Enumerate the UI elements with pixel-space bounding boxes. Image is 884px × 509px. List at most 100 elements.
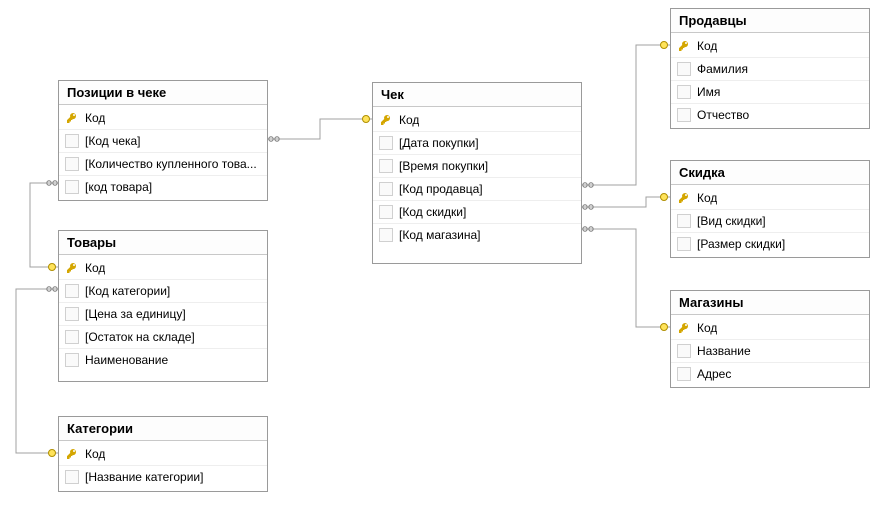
key-icon (677, 191, 691, 205)
entity-body: Код [Вид скидки] [Размер скидки] (671, 185, 869, 257)
field-icon (677, 344, 691, 358)
field-icon (379, 159, 393, 173)
field-row[interactable]: [Время покупки] (373, 154, 581, 177)
field-label: Адрес (697, 367, 731, 381)
field-label: [Цена за единицу] (85, 307, 186, 321)
field-icon (677, 108, 691, 122)
field-icon (379, 205, 393, 219)
entity-body: Код [Код чека] [Количество купленного това… (59, 105, 267, 200)
entity-categories[interactable]: Категории Код [Название категории] (58, 416, 268, 492)
field-label: [Количество купленного това... (85, 157, 257, 171)
field-label: Код (399, 113, 419, 127)
field-label: [код товара] (85, 180, 152, 194)
entity-goods[interactable]: Товары Код [Код категории] [Цена за единицу… (58, 230, 268, 382)
field-icon (65, 134, 79, 148)
key-icon (65, 111, 79, 125)
entity-title[interactable]: Категории (59, 417, 267, 441)
field-row[interactable]: Код (59, 107, 267, 129)
field-row[interactable]: Название (671, 339, 869, 362)
field-row[interactable]: Отчество (671, 103, 869, 126)
field-label: [Вид скидки] (697, 214, 766, 228)
field-row[interactable]: [Код скидки] (373, 200, 581, 223)
field-row[interactable]: Код (373, 109, 581, 131)
field-row[interactable]: Код (671, 317, 869, 339)
entity-title[interactable]: Позиции в чеке (59, 81, 267, 105)
field-row[interactable]: [Цена за единицу] (59, 302, 267, 325)
field-label: [Код магазина] (399, 228, 481, 242)
field-label: [Код чека] (85, 134, 141, 148)
field-icon (379, 228, 393, 242)
field-icon (65, 180, 79, 194)
field-label: Код (697, 321, 717, 335)
entity-discount[interactable]: Скидка Код [Вид скидки] [Размер скидки] (670, 160, 870, 258)
entity-check[interactable]: Чек Код [Дата покупки] [Время покупки] [Код … (372, 82, 582, 264)
field-row[interactable]: [Код чека] (59, 129, 267, 152)
field-label: [Дата покупки] (399, 136, 479, 150)
field-row[interactable]: Имя (671, 80, 869, 103)
field-icon (379, 136, 393, 150)
field-row[interactable]: [Остаток на складе] (59, 325, 267, 348)
entity-body: Код [Название категории] (59, 441, 267, 490)
entity-shops[interactable]: Магазины Код Название Адрес (670, 290, 870, 388)
field-row[interactable]: [Название категории] (59, 465, 267, 488)
field-label: [Остаток на складе] (85, 330, 195, 344)
field-row[interactable]: Адрес (671, 362, 869, 385)
field-icon (65, 330, 79, 344)
field-label: Отчество (697, 108, 749, 122)
field-row[interactable]: [Количество купленного това... (59, 152, 267, 175)
field-label: Наименование (85, 353, 168, 367)
key-icon (677, 321, 691, 335)
field-label: [Код категории] (85, 284, 170, 298)
field-row[interactable]: [Код категории] (59, 279, 267, 302)
field-icon (65, 284, 79, 298)
diagram-canvas: Чек Позиции в чеке Код [Код чека] [Количест… (0, 0, 884, 509)
entity-title[interactable]: Магазины (671, 291, 869, 315)
field-icon (677, 85, 691, 99)
field-label: [Размер скидки] (697, 237, 785, 251)
entity-body: Код [Код категории] [Цена за единицу] [Оста… (59, 255, 267, 373)
field-row[interactable]: [Код магазина] (373, 223, 581, 246)
entity-sellers[interactable]: Продавцы Код Фамилия Имя Отчество (670, 8, 870, 129)
entity-positions[interactable]: Позиции в чеке Код [Код чека] [Количество к… (58, 80, 268, 201)
field-icon (65, 307, 79, 321)
field-row[interactable]: Фамилия (671, 57, 869, 80)
field-row[interactable]: Код (59, 257, 267, 279)
field-label: Код (697, 191, 717, 205)
field-icon (379, 182, 393, 196)
field-row[interactable]: [Код продавца] (373, 177, 581, 200)
field-row[interactable]: Код (59, 443, 267, 465)
entity-title[interactable]: Товары (59, 231, 267, 255)
field-label: [Код скидки] (399, 205, 466, 219)
field-row[interactable]: [Дата покупки] (373, 131, 581, 154)
field-label: Код (85, 447, 105, 461)
entity-title[interactable]: Чек (373, 83, 581, 107)
field-icon (677, 62, 691, 76)
field-icon (677, 367, 691, 381)
field-row[interactable]: [код товара] (59, 175, 267, 198)
entity-body: Код [Дата покупки] [Время покупки] [Код про… (373, 107, 581, 248)
entity-title[interactable]: Продавцы (671, 9, 869, 33)
field-icon (677, 214, 691, 228)
field-icon (65, 470, 79, 484)
field-label: [Название категории] (85, 470, 203, 484)
field-row[interactable]: [Размер скидки] (671, 232, 869, 255)
entity-body: Код Название Адрес (671, 315, 869, 387)
field-icon (677, 237, 691, 251)
field-label: Код (85, 111, 105, 125)
field-label: Код (697, 39, 717, 53)
key-icon (677, 39, 691, 53)
field-label: [Время покупки] (399, 159, 488, 173)
key-icon (65, 447, 79, 461)
entity-title[interactable]: Скидка (671, 161, 869, 185)
entity-body: Код Фамилия Имя Отчество (671, 33, 869, 128)
field-label: Код (85, 261, 105, 275)
field-label: Название (697, 344, 751, 358)
field-row[interactable]: Наименование (59, 348, 267, 371)
field-row[interactable]: [Вид скидки] (671, 209, 869, 232)
field-row[interactable]: Код (671, 187, 869, 209)
field-label: [Код продавца] (399, 182, 483, 196)
field-row[interactable]: Код (671, 35, 869, 57)
key-icon (379, 113, 393, 127)
key-icon (65, 261, 79, 275)
field-label: Имя (697, 85, 720, 99)
